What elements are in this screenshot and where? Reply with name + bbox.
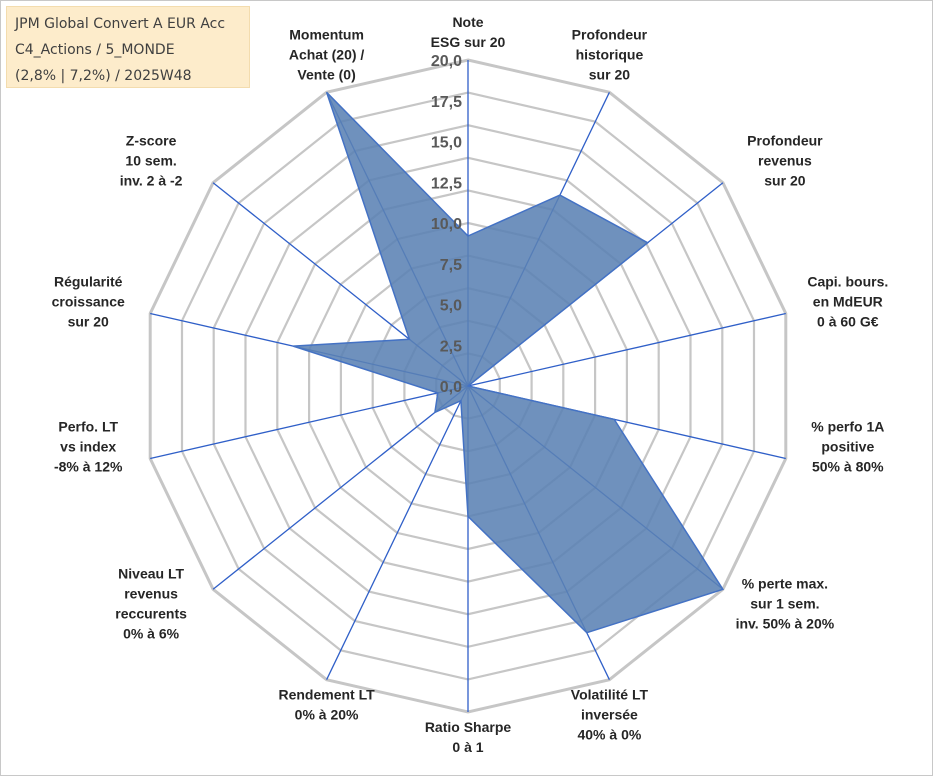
axis-label-line: reccurents xyxy=(115,605,187,621)
tick-label: 2,5 xyxy=(440,338,462,355)
axis-label-line: croissance xyxy=(52,294,125,310)
axis-label-line: Vente (0) xyxy=(297,66,355,82)
axis-label-line: Note xyxy=(452,14,483,30)
axis-label-line: % perfo 1A xyxy=(811,419,884,435)
axis-label-9: Niveau LT revenus reccurents 0% à 6% xyxy=(115,565,187,641)
axis-label-line: inv. 2 à -2 xyxy=(120,173,183,189)
axis-label-line: 40% à 0% xyxy=(577,727,641,743)
axis-label-line: 0 à 1 xyxy=(452,739,483,755)
axis-label-line: Niveau LT xyxy=(118,565,184,581)
spoke-8 xyxy=(326,385,469,680)
axis-label-11: Régularité croissance sur 20 xyxy=(52,274,125,330)
axis-label-line: Perfo. LT xyxy=(58,419,118,435)
axis-label-8: Rendement LT 0% à 20% xyxy=(278,687,375,723)
axis-label-line: inversée xyxy=(581,707,638,723)
axis-label-7: Ratio Sharpe 0 à 1 xyxy=(425,719,512,755)
axis-label-line: Volatilité LT xyxy=(571,687,649,703)
title-box: JPM Global Convert A EUR Acc C4_Actions … xyxy=(6,6,250,88)
axis-label-10: Perfo. LT vs index -8% à 12% xyxy=(54,419,123,475)
axis-label-line: positive xyxy=(821,439,874,455)
fund-stats-week: (2,8% | 7,2%) / 2025W48 xyxy=(15,68,192,84)
tick-label: 5,0 xyxy=(440,298,462,315)
axis-label-line: Rendement LT xyxy=(278,687,375,703)
tick-label: 15,0 xyxy=(431,135,462,152)
axis-label-line: sur 1 sem. xyxy=(750,595,819,611)
axis-label-1: Profondeur historique sur 20 xyxy=(572,26,648,82)
spoke-9 xyxy=(212,385,469,590)
axis-label-line: ESG sur 20 xyxy=(431,34,506,50)
axis-label-line: inv. 50% à 20% xyxy=(736,615,835,631)
axis-labels: Note ESG sur 20 Profondeur historique sur 20… xyxy=(52,14,889,755)
axis-label-line: 10 sem. xyxy=(125,153,176,169)
axis-label-line: sur 20 xyxy=(589,66,630,82)
tick-label: 10,0 xyxy=(431,216,462,233)
axis-label-line: sur 20 xyxy=(68,314,109,330)
spoke-3 xyxy=(467,312,786,387)
axis-label-5: % perte max. sur 1 sem. inv. 50% à 20% xyxy=(736,575,835,631)
axis-label-12: Z-score 10 sem. inv. 2 à -2 xyxy=(120,133,183,189)
axis-label-line: -8% à 12% xyxy=(54,459,123,475)
fund-name: JPM Global Convert A EUR Acc xyxy=(15,16,226,32)
axis-label-line: 0 à 60 G€ xyxy=(817,314,879,330)
fund-category: C4_Actions / 5_MONDE xyxy=(15,42,175,58)
tick-label: 0,0 xyxy=(440,379,462,396)
axis-label-line: sur 20 xyxy=(764,173,805,189)
axis-label-line: Profondeur xyxy=(572,26,648,42)
axis-label-0: Note ESG sur 20 xyxy=(431,14,506,50)
series-area xyxy=(292,91,725,634)
axis-label-line: revenus xyxy=(124,585,178,601)
axis-label-line: 0% à 20% xyxy=(295,707,359,723)
axis-label-2: Profondeur revenus sur 20 xyxy=(747,133,823,189)
axis-label-line: Ratio Sharpe xyxy=(425,719,512,735)
axis-label-line: historique xyxy=(576,46,644,62)
axis-label-6: Volatilité LT inversée 40% à 0% xyxy=(571,687,649,743)
axis-label-line: Capi. bours. xyxy=(807,274,888,290)
radar-series xyxy=(292,91,725,634)
tick-label: 7,5 xyxy=(440,257,462,274)
tick-label: 20,0 xyxy=(431,53,462,70)
axis-label-line: Profondeur xyxy=(747,133,823,149)
axis-label-line: Momentum xyxy=(289,26,364,42)
tick-label: 12,5 xyxy=(431,175,462,192)
axis-label-line: revenus xyxy=(758,153,812,169)
spoke-10 xyxy=(150,385,469,460)
axis-label-line: 0% à 6% xyxy=(123,625,180,641)
tick-label: 17,5 xyxy=(431,94,462,111)
axis-label-4: % perfo 1A positive 50% à 80% xyxy=(811,419,884,475)
axis-label-line: % perte max. xyxy=(742,575,828,591)
axis-label-line: vs index xyxy=(60,439,116,455)
axis-label-3: Capi. bours. en MdEUR 0 à 60 G€ xyxy=(807,274,888,330)
axis-label-line: Régularité xyxy=(54,274,123,290)
axis-label-line: Achat (20) / xyxy=(289,46,365,62)
axis-label-13: Momentum Achat (20) / Vente (0) xyxy=(289,26,365,82)
axis-label-line: Z-score xyxy=(126,133,177,149)
radial-tick-labels: 0,0 2,5 5,0 7,5 10,0 12,5 15,0 17,5 20,0 xyxy=(431,53,462,396)
axis-label-line: en MdEUR xyxy=(813,294,883,310)
axis-label-line: 50% à 80% xyxy=(812,459,884,475)
